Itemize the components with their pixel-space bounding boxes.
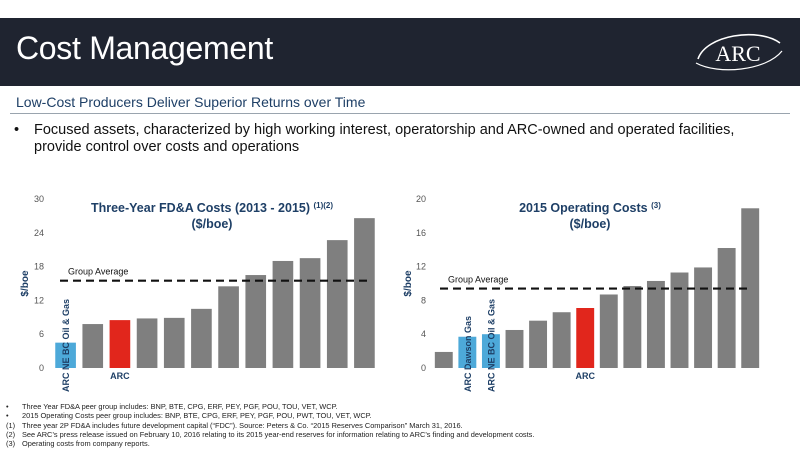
bar xyxy=(505,329,524,368)
bar xyxy=(272,260,294,368)
bar xyxy=(741,208,760,368)
bar xyxy=(529,320,548,368)
header-bar xyxy=(0,18,800,86)
bar xyxy=(136,318,158,368)
footnote: (3) Operating costs from company reports. xyxy=(6,439,796,448)
chart-title-text: 2015 Operating Costs xyxy=(519,201,651,215)
chart-title: 2015 Operating Costs (3) xyxy=(519,201,661,215)
bar-label: ARC NE BC Oil & Gas xyxy=(61,299,71,392)
bar xyxy=(82,324,104,368)
bar xyxy=(623,286,642,368)
bar xyxy=(576,308,595,368)
footnote-text: Three year 2P FD&A includes future devel… xyxy=(22,420,463,430)
page-title: Cost Management xyxy=(16,30,273,66)
footnote-text: Operating costs from company reports. xyxy=(22,439,150,449)
bar xyxy=(55,342,76,368)
chart-title-unit: ($/boe) xyxy=(570,217,611,231)
y-tick-label: 4 xyxy=(421,329,426,339)
bar xyxy=(481,334,500,368)
arc-logo: ARC xyxy=(695,33,783,71)
footnote: • Three Year FD&A peer group includes: BN… xyxy=(6,402,796,411)
bar xyxy=(191,308,212,368)
footnote-marker: (2) xyxy=(6,429,16,439)
y-tick-label: 8 xyxy=(421,295,426,305)
bar xyxy=(694,267,713,368)
bar xyxy=(326,240,348,368)
bar xyxy=(670,272,689,368)
group-average-label: Group Average xyxy=(68,267,128,277)
logo-text: ARC xyxy=(715,41,760,66)
bar xyxy=(599,294,618,368)
bar-label: ARC xyxy=(575,371,595,381)
bar xyxy=(717,248,736,368)
y-tick-label: 6 xyxy=(39,329,44,339)
chart-title: Three-Year FD&A Costs (2013 - 2015) (1)(… xyxy=(91,201,333,215)
divider xyxy=(10,113,790,114)
footnote-text: See ARC’s press release issued on Februa… xyxy=(22,429,535,439)
footnote-marker: (3) xyxy=(6,439,16,449)
bar xyxy=(299,258,321,368)
y-tick-label: 12 xyxy=(34,295,44,305)
bullet-text: Focused assets, characterized by high wo… xyxy=(34,122,735,155)
bar xyxy=(354,218,375,368)
group-average-label: Group Average xyxy=(448,275,508,285)
y-tick-label: 30 xyxy=(34,194,44,204)
subtitle: Low-Cost Producers Deliver Superior Retu… xyxy=(16,94,366,110)
chart-title-unit: ($/boe) xyxy=(192,217,233,231)
y-tick-label: 0 xyxy=(421,363,426,373)
y-tick-label: 18 xyxy=(34,262,44,272)
footnote: • 2015 Operating Costs peer group include… xyxy=(6,411,796,420)
footnote-text: 2015 Operating Costs peer group includes… xyxy=(22,411,372,421)
footnote: (1) Three year 2P FD&A includes future de… xyxy=(6,421,796,430)
bar xyxy=(109,320,131,368)
bar xyxy=(163,317,185,368)
footnotes: • Three Year FD&A peer group includes: BN… xyxy=(6,402,796,448)
footnote-marker: (1) xyxy=(6,420,16,430)
chart-title-superscript: (1)(2) xyxy=(313,201,333,210)
charts-area: Three-Year FD&A Costs (2013 - 2015) (1)(… xyxy=(20,194,760,392)
chart-title-superscript: (3) xyxy=(651,201,661,210)
bar-label: ARC NE BC Oil & Gas xyxy=(486,299,496,392)
bar xyxy=(552,312,571,368)
y-tick-label: 24 xyxy=(34,228,44,238)
bar xyxy=(434,351,453,368)
bar xyxy=(646,280,665,368)
bar-label: ARC xyxy=(110,371,130,381)
bar xyxy=(245,275,267,368)
y-tick-label: 20 xyxy=(416,194,426,204)
y-axis-label: $/boe xyxy=(403,270,414,297)
bar xyxy=(218,286,239,368)
y-tick-label: 12 xyxy=(416,262,426,272)
y-tick-label: 0 xyxy=(39,363,44,373)
footnote-text: Three Year FD&A peer group includes: BNP… xyxy=(22,402,338,411)
y-axis-label: $/boe xyxy=(20,270,31,297)
y-tick-label: 16 xyxy=(416,228,426,238)
footnote-marker: • xyxy=(6,402,9,411)
bar xyxy=(458,336,477,368)
footnote: (2) See ARC’s press release issued on Feb… xyxy=(6,430,796,439)
bullet-marker: • xyxy=(14,122,20,138)
bar-label: ARC Dawson Gas xyxy=(463,316,473,392)
chart-title-text: Three-Year FD&A Costs (2013 - 2015) xyxy=(91,201,314,215)
footnote-marker: • xyxy=(6,411,9,421)
